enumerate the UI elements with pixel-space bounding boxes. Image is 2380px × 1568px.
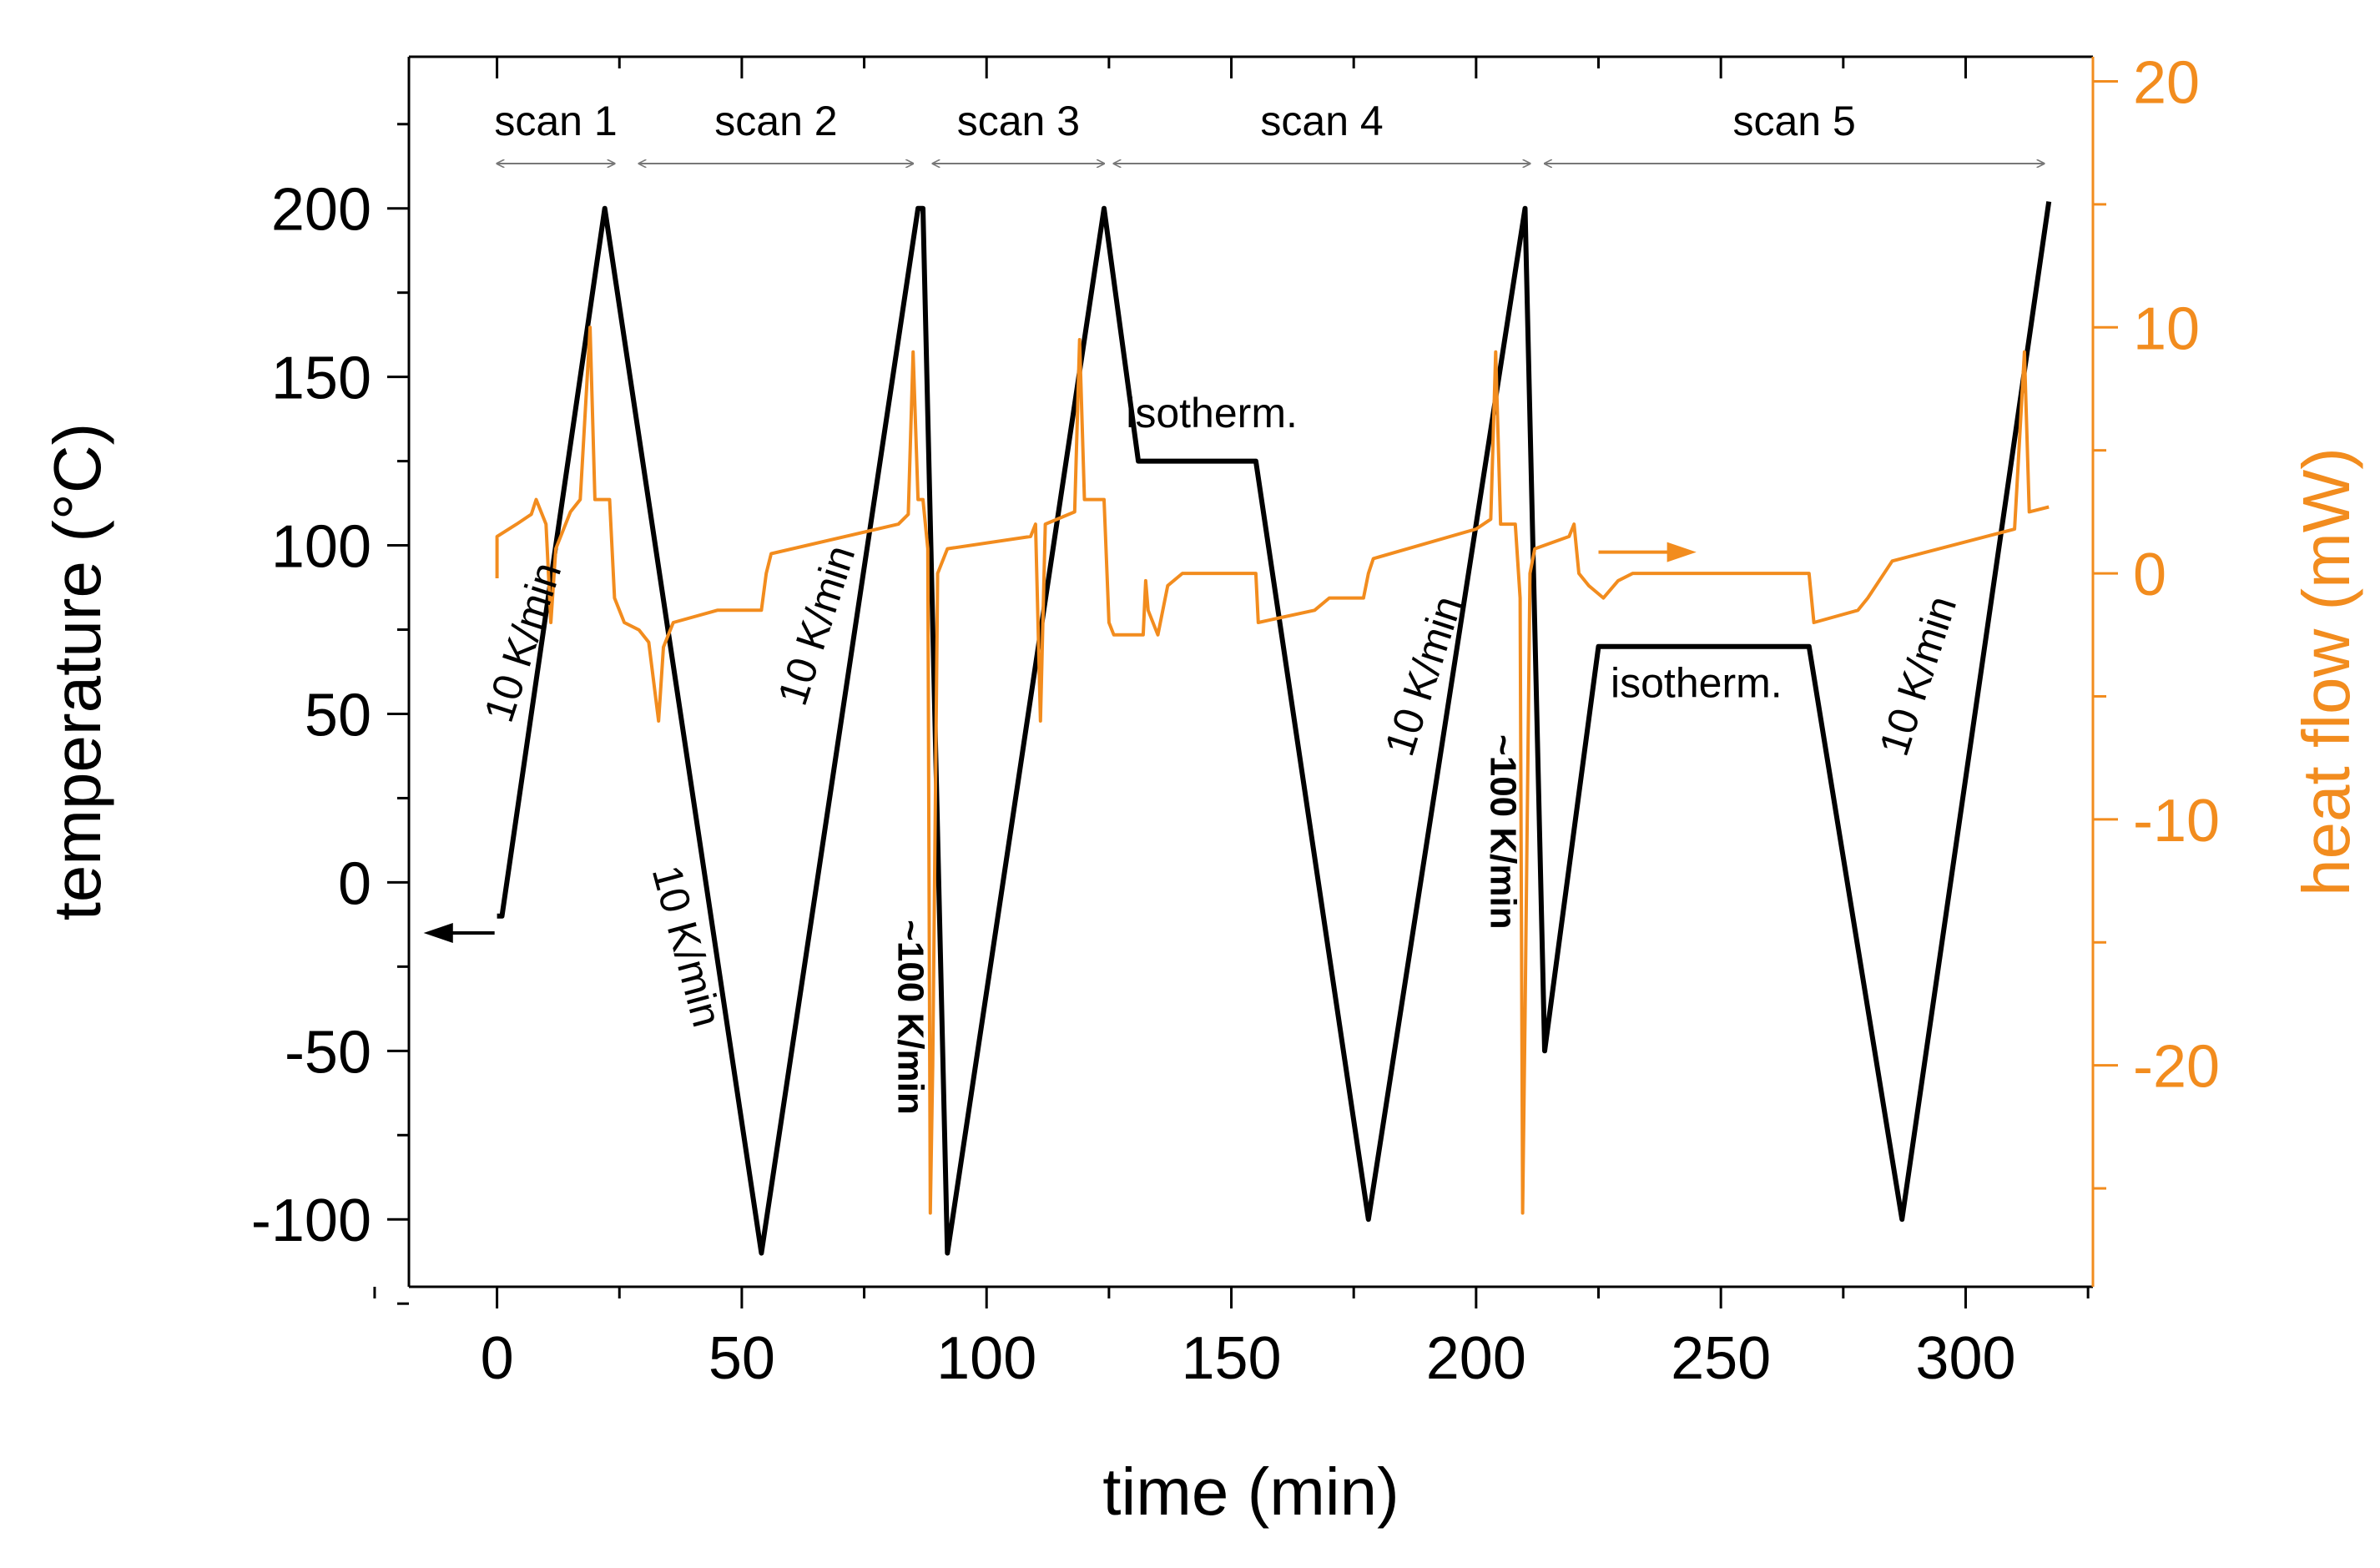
scan-label: scan 1 xyxy=(494,98,617,144)
x-axis-title: time (min) xyxy=(1102,1455,1399,1529)
x-tick-label: 0 xyxy=(481,1325,514,1392)
rate-label: 10 K/min xyxy=(769,540,864,711)
y-left-tick-label: 100 xyxy=(271,514,371,581)
y-right-tick-label: 20 xyxy=(2133,49,2200,116)
x-tick-label: 200 xyxy=(1426,1325,1526,1392)
rate-label: 10 K/min xyxy=(475,557,570,728)
y-left-tick-label: -100 xyxy=(251,1187,371,1254)
y-right-axis-title: heat flow (mW) xyxy=(2289,447,2363,896)
isotherm-label: isotherm. xyxy=(1611,659,1782,706)
rate-label: 10 K/min xyxy=(1870,590,1965,761)
heat-flow-axis-indicator-arrowhead xyxy=(1667,542,1697,562)
y-right-tick-label: 0 xyxy=(2133,542,2166,608)
rate-label: 10 K/min xyxy=(1376,590,1471,761)
temperature-axis-indicator-arrowhead xyxy=(423,922,453,943)
x-tick-label: 250 xyxy=(1671,1325,1771,1392)
x-tick-label: 300 xyxy=(1915,1325,2015,1392)
rate-label: ~100 K/min xyxy=(1482,734,1523,930)
heat-flow-series-line xyxy=(495,325,2050,1215)
scan-label: scan 3 xyxy=(957,98,1080,144)
y-left-tick-label: 50 xyxy=(305,682,371,749)
scan-label: scan 4 xyxy=(1260,98,1383,144)
y-left-tick-label: 0 xyxy=(338,850,371,917)
x-tick-label: 50 xyxy=(708,1325,775,1392)
y-right-tick-label: -20 xyxy=(2133,1034,2220,1101)
temperature-series-line xyxy=(497,201,2052,1256)
y-right-tick-label: 10 xyxy=(2133,295,2200,362)
y-left-axis-title: temperature (°C) xyxy=(40,423,114,921)
scan-label: scan 5 xyxy=(1732,98,1855,144)
isotherm-label: isotherm. xyxy=(1126,390,1298,436)
scan-label: scan 2 xyxy=(714,98,837,144)
y-left-tick-label: -50 xyxy=(285,1019,371,1086)
y-left-tick-label: 150 xyxy=(271,345,371,412)
x-tick-label: 100 xyxy=(936,1325,1036,1392)
y-left-tick-label: 200 xyxy=(271,177,371,244)
rate-label: ~100 K/min xyxy=(890,920,931,1115)
x-tick-label: 150 xyxy=(1181,1325,1281,1392)
y-right-tick-label: -10 xyxy=(2133,788,2220,855)
